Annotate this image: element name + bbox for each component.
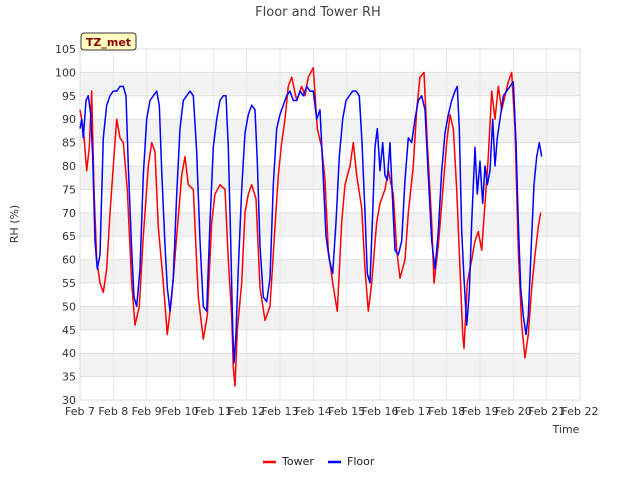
x-tick-label: Feb 13 bbox=[262, 405, 299, 418]
x-tick-label: Feb 22 bbox=[562, 405, 599, 418]
x-tick-label: Feb 19 bbox=[462, 405, 499, 418]
series-line-tower bbox=[79, 66, 542, 387]
x-tick-label: Feb 21 bbox=[528, 405, 565, 418]
y-tick-label: 35 bbox=[62, 371, 76, 384]
y-tick-label: 70 bbox=[62, 207, 76, 220]
y-tick-label: 65 bbox=[62, 230, 76, 243]
band-65 bbox=[80, 212, 580, 237]
band-55 bbox=[80, 259, 580, 283]
station-badge: TZ_met bbox=[80, 32, 137, 51]
x-tick-label: Feb 9 bbox=[132, 405, 162, 418]
x-tick-label: Feb 17 bbox=[395, 405, 432, 418]
band-35 bbox=[80, 353, 580, 377]
legend-label-floor: Floor bbox=[347, 455, 375, 468]
legend-label-tower: Tower bbox=[281, 455, 314, 468]
horizontal-gridlines bbox=[80, 48, 580, 401]
y-tick-label: 60 bbox=[62, 254, 76, 267]
x-tick-label: Feb 14 bbox=[295, 405, 332, 418]
x-tick-label: Feb 7 bbox=[65, 405, 95, 418]
y-tick-label: 90 bbox=[62, 113, 76, 126]
y-axis-ticks: 30 35 40 45 50 55 60 65 70 75 80 85 90 95 100 105 bbox=[55, 43, 76, 407]
x-axis-label: Time bbox=[552, 423, 580, 436]
x-tick-label: Feb 15 bbox=[328, 405, 365, 418]
y-tick-label: 40 bbox=[62, 347, 76, 360]
series-lines bbox=[79, 66, 543, 387]
series-line-floor bbox=[79, 81, 543, 364]
y-tick-label: 55 bbox=[62, 277, 76, 290]
y-tick-label: 80 bbox=[62, 160, 76, 173]
station-badge-label: TZ_met bbox=[86, 36, 131, 49]
y-tick-label: 50 bbox=[62, 300, 76, 313]
chart-title: Floor and Tower RH bbox=[255, 5, 381, 20]
band-45 bbox=[80, 306, 580, 330]
x-tick-label: Feb 18 bbox=[428, 405, 465, 418]
band-85 bbox=[80, 119, 580, 143]
y-tick-label: 95 bbox=[62, 90, 76, 103]
x-tick-label: Feb 16 bbox=[362, 405, 399, 418]
plot-background-bands bbox=[80, 72, 580, 377]
band-75 bbox=[80, 166, 580, 190]
y-tick-label: 30 bbox=[62, 394, 76, 407]
station-badge-box bbox=[80, 32, 137, 51]
x-tick-label: Feb 10 bbox=[162, 405, 199, 418]
x-tick-label: Feb 12 bbox=[228, 405, 265, 418]
y-tick-label: 105 bbox=[55, 43, 76, 56]
x-tick-label: Feb 20 bbox=[495, 405, 532, 418]
y-tick-label: 85 bbox=[62, 137, 76, 150]
x-tick-label: Feb 11 bbox=[195, 405, 232, 418]
plot-frame bbox=[79, 48, 581, 401]
y-tick-label: 45 bbox=[62, 324, 76, 337]
legend: Tower Floor bbox=[263, 455, 375, 468]
y-tick-label: 75 bbox=[62, 183, 76, 196]
y-axis-label: RH (%) bbox=[8, 205, 21, 243]
y-tick-label: 100 bbox=[55, 66, 76, 79]
x-tick-label: Feb 8 bbox=[98, 405, 128, 418]
